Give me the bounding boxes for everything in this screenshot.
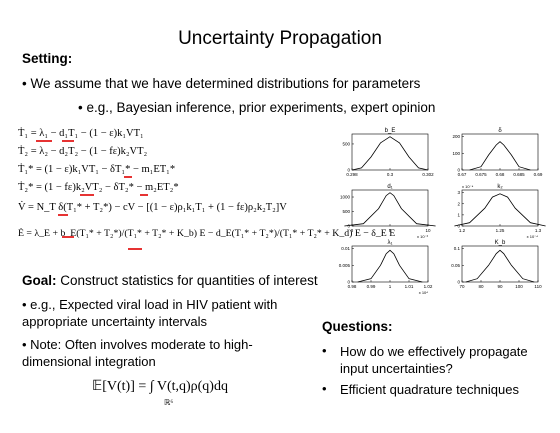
- equation-v: V̇ = N_T δ(T₁* + T₂*) − cV − [(1 − ε)ρ₁k…: [18, 202, 287, 213]
- equation-t2: Ṫ₂ = λ₂ − d₂T₂ − (1 − fε)k₂VT₂: [18, 146, 148, 157]
- questions-label: Questions:: [322, 319, 393, 334]
- goal-bullet-1: • e.g., Expected viral load in HIV patie…: [22, 297, 278, 329]
- equation-e: Ė = λ_E + b_E(T₁* + T₂*)/(T₁* + T₂* + K_…: [18, 228, 396, 239]
- y-tick-label: 0: [457, 224, 460, 229]
- y-tick-label: 500: [342, 209, 350, 214]
- x-tick-label: 1.01: [405, 284, 414, 289]
- plot-frame: [461, 245, 539, 283]
- x-tick-label: 1.2: [459, 228, 466, 233]
- plot-frame: [351, 133, 429, 171]
- x-tick-label: 0.685: [513, 172, 525, 177]
- equation-t1-star: Ṫ₁* = (1 − ε)k₁VT₁ − δT₁* − m₁ET₁*: [18, 164, 176, 175]
- question-bullet-1: •: [322, 343, 327, 358]
- setting-bullet: • We assume that we have determined dist…: [22, 76, 421, 91]
- equation-t1: Ṫ₁ = λ₁ − d₁T₁ − (1 − ε)k₁VT₁: [18, 128, 144, 139]
- plot-frame: [461, 133, 539, 171]
- histogram-grid: b_E 0.298 0.3 0.302 0 500 δ 0.67 0.675 0.68 0.685 0…: [322, 126, 550, 296]
- density-curve: [344, 192, 436, 227]
- x-tick-label: 0.98: [348, 284, 357, 289]
- histogram-1: b_E 0.298 0.3 0.302 0 500: [342, 128, 434, 177]
- y-tick-label: 0: [347, 168, 350, 173]
- x-tick-label: 0.99: [367, 284, 376, 289]
- y-tick-label: 100: [452, 151, 460, 156]
- plot-frame: [351, 245, 429, 283]
- x-tick-label: 1.3: [535, 228, 542, 233]
- y-tick-label: 500: [342, 141, 350, 146]
- y-tick-label: 2: [457, 201, 460, 206]
- y-tick-label: 200: [452, 134, 460, 139]
- x-tick-label: 0.68: [496, 172, 505, 177]
- density-curve: [465, 249, 535, 283]
- x-tick-label: 0.302: [422, 172, 434, 177]
- y-scale-label: x 10⁻⁴: [462, 184, 474, 189]
- plot-title: δ: [498, 128, 502, 134]
- x-tick-label: 0.67: [458, 172, 467, 177]
- y-tick-label: 0: [457, 168, 460, 173]
- equation-t2-star: Ṫ₂* = (1 − fε)k₂VT₂ − δT₂* − m₂ET₂*: [18, 182, 179, 193]
- density-curve: [469, 141, 531, 171]
- x-tick-label: 80: [478, 284, 484, 289]
- y-tick-label: 0.1: [454, 246, 461, 251]
- x-tick-label: 1: [389, 284, 392, 289]
- x-tick-label: 0.298: [346, 172, 358, 177]
- x-tick-label: 10: [425, 228, 431, 233]
- setting-subbullet: • e.g., Bayesian inference, prior experi…: [78, 100, 436, 115]
- question-bullet-2: •: [322, 381, 327, 396]
- y-tick-label: 0.005: [339, 263, 351, 268]
- integral-domain: ℝ⁶: [164, 398, 174, 407]
- histogram-5: λ₁ 0.98 0.99 1 1.01 1.02 0 0.005 0.01 x 10⁴: [339, 240, 433, 295]
- y-tick-label: 3: [457, 190, 460, 195]
- goal-text: Construct statistics for quantities of i…: [60, 273, 318, 288]
- density-curve: [454, 193, 546, 227]
- x-scale-label: x 10⁻³: [417, 234, 429, 239]
- x-tick-label: 70: [459, 284, 465, 289]
- x-tick-label: 0.3: [387, 172, 394, 177]
- expectation-formula: 𝔼[V(t)] = ∫ V(t,q)ρ(q)dq: [92, 379, 228, 394]
- y-tick-label: 0: [347, 224, 350, 229]
- goal-line: Goal: Construct statistics for quantitie…: [22, 272, 318, 289]
- x-tick-label: 0.69: [534, 172, 543, 177]
- x-scale-label: x 10⁴: [419, 290, 429, 295]
- x-tick-label: 90: [497, 284, 503, 289]
- parameter-underlines: [36, 140, 148, 250]
- plot-frame: [351, 189, 429, 227]
- question-1: How do we effectively propagate input un…: [340, 344, 528, 376]
- question-2: Efficient quadrature techniques: [340, 382, 519, 397]
- x-tick-label: 8: [351, 228, 354, 233]
- density-curve: [357, 249, 423, 283]
- plot-title: k₂: [497, 184, 503, 190]
- y-tick-label: 0.05: [451, 263, 460, 268]
- x-tick-label: 1.25: [496, 228, 505, 233]
- plot-frame: [461, 189, 539, 227]
- plot-title: d₁: [387, 184, 392, 190]
- plot-title: K_b: [495, 240, 506, 246]
- y-tick-label: 0.01: [341, 246, 350, 251]
- histogram-plots: b_E 0.298 0.3 0.302 0 500 δ 0.67 0.675 0.68 0.685 0…: [339, 128, 546, 295]
- x-tick-label: 1.02: [424, 284, 433, 289]
- y-tick-label: 0: [347, 280, 350, 285]
- y-tick-label: 0: [457, 280, 460, 285]
- goal-label: Goal:: [22, 273, 57, 288]
- histogram-3: d₁ 8 9 10 0 500 1000 x 10⁻³: [340, 184, 436, 239]
- y-tick-label: 1000: [340, 195, 351, 200]
- histogram-2: δ 0.67 0.675 0.68 0.685 0.69 0 100 200: [452, 128, 542, 177]
- slide-title: Uncertainty Propagation: [178, 28, 382, 49]
- histogram-6: K_b 70 80 90 100 110 0 0.05 0.1: [451, 240, 542, 289]
- x-scale-label: x 10⁻⁴: [527, 234, 539, 239]
- goal-bullet-2: • Note: Often involves moderate to high-…: [22, 337, 253, 369]
- x-tick-label: 9: [389, 228, 392, 233]
- setting-label: Setting:: [22, 51, 73, 66]
- x-tick-label: 110: [534, 284, 542, 289]
- density-curve: [351, 136, 429, 171]
- plot-title: b_E: [385, 128, 396, 134]
- x-tick-label: 100: [515, 284, 523, 289]
- plot-title: λ₁: [387, 240, 392, 246]
- x-tick-label: 0.675: [475, 172, 487, 177]
- y-tick-label: 1: [457, 212, 460, 217]
